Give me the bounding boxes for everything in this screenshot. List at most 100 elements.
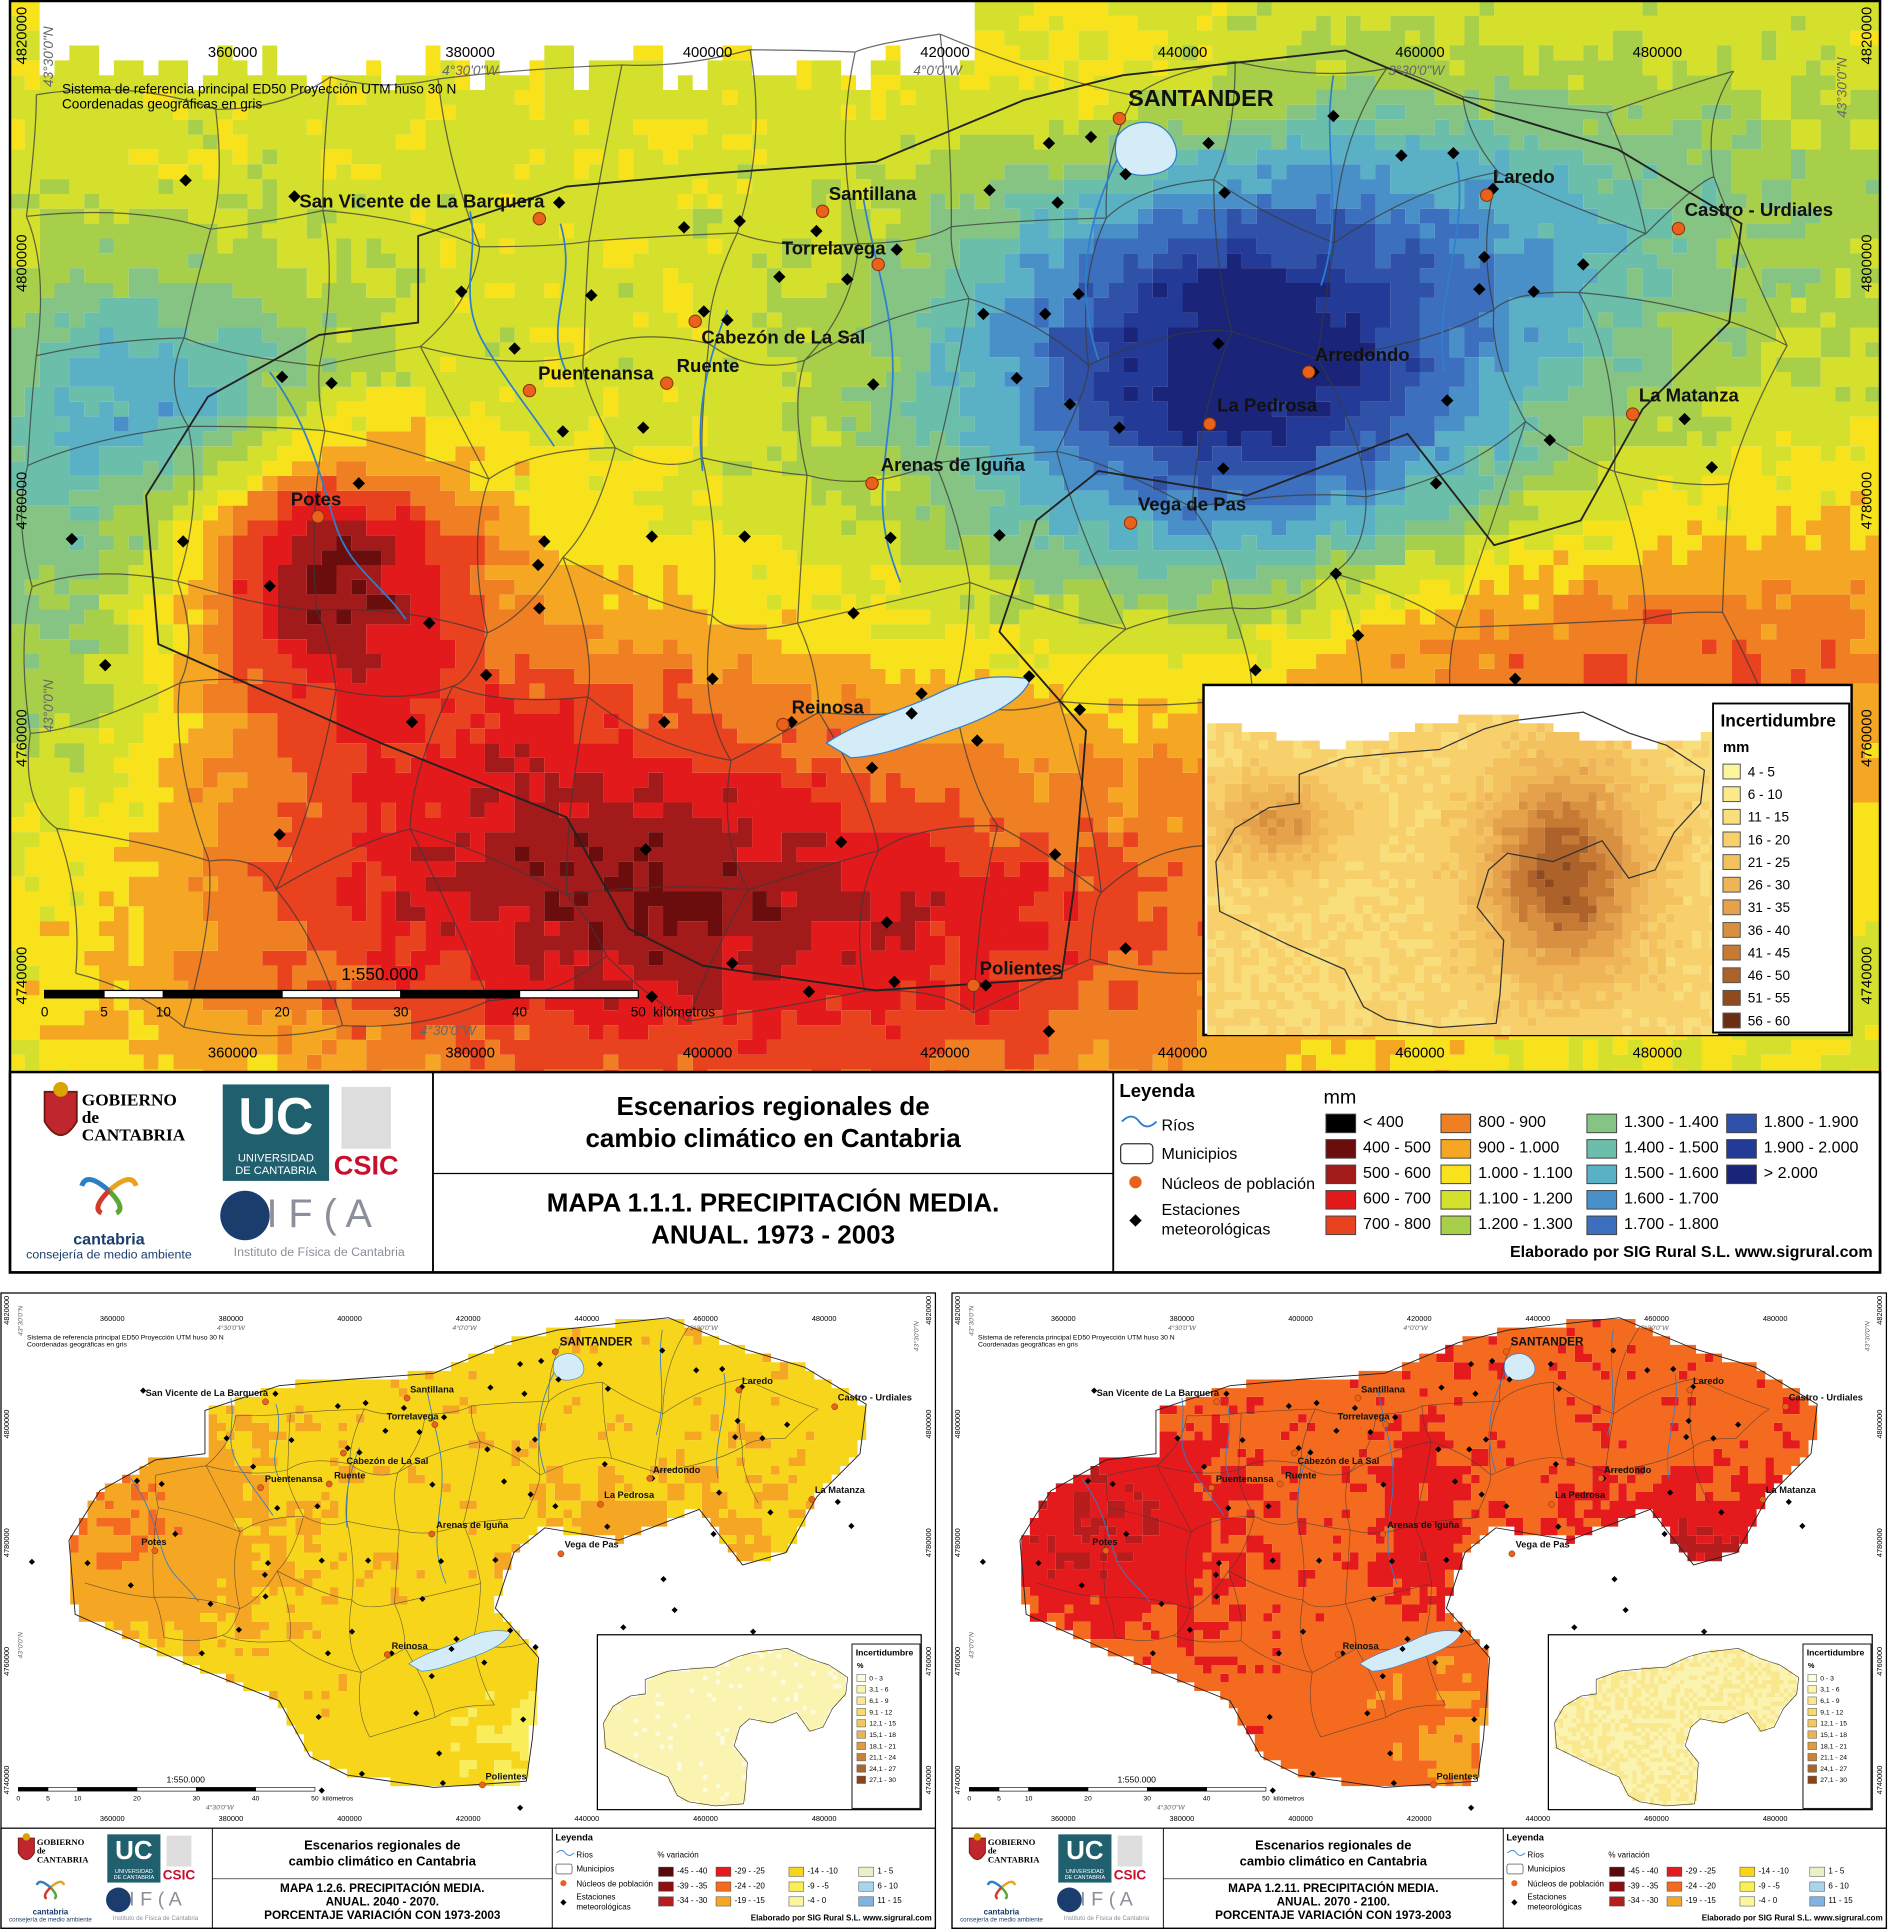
- class-swatch: [1739, 1881, 1756, 1892]
- logo-text: I F ( A: [129, 1889, 183, 1911]
- town-dot: [325, 1480, 333, 1488]
- inset-swatch: [1722, 989, 1741, 1006]
- town-dot: [1291, 1449, 1298, 1457]
- northing-label: 4800000: [1875, 1410, 1884, 1439]
- place-label: Arenas de Iguña: [881, 454, 1026, 475]
- weather-station: [318, 1787, 325, 1794]
- inset-swatch: [1722, 786, 1741, 803]
- town-dot: [1334, 1651, 1342, 1658]
- reference-note: Sistema de referencia principal ED50 Pro…: [62, 82, 456, 97]
- class-label: -29 - -25: [735, 1867, 766, 1876]
- town-dot: [1626, 407, 1640, 421]
- weather-station: [1084, 1477, 1092, 1484]
- raster-class: [1029, 1466, 1740, 1579]
- cantabria-logo: [107, 1189, 123, 1216]
- legend-town: [560, 1880, 567, 1887]
- weather-station: [555, 1376, 562, 1383]
- town-dot: [1276, 1480, 1284, 1488]
- weather-station: [890, 243, 903, 256]
- easting-label: 420000: [1407, 1314, 1432, 1323]
- class-swatch: [1586, 1164, 1618, 1185]
- easting-label: 480000: [1763, 1314, 1788, 1323]
- weather-station: [515, 1446, 522, 1453]
- inset-swatch: [856, 1730, 866, 1739]
- place-label: Ruente: [1285, 1470, 1316, 1480]
- weather-station: [1212, 1571, 1219, 1578]
- crest: [43, 1090, 78, 1137]
- town-dot: [1782, 1403, 1790, 1411]
- cantabria-logo: [1000, 1886, 1009, 1900]
- weather-station: [905, 707, 918, 720]
- inset-legend-unit: %: [1808, 1661, 1815, 1670]
- town-dot: [1102, 1547, 1110, 1555]
- weather-station: [1327, 109, 1340, 123]
- class-unit: % variación: [657, 1851, 698, 1860]
- longitude-label: 3°30'0"W: [1388, 63, 1445, 78]
- weather-station: [750, 1628, 757, 1635]
- weather-station: [261, 1571, 268, 1578]
- weather-station: [719, 1365, 726, 1373]
- map-title: MAPA 1.2.6. PRECIPITACIÓN MEDIA.: [280, 1882, 485, 1895]
- weather-station: [1072, 287, 1085, 301]
- northing-label: 4800000: [924, 1410, 933, 1439]
- weather-station: [531, 558, 545, 572]
- inset-outline: [1215, 711, 1706, 1029]
- inset-raster-class: [1207, 723, 1693, 1027]
- weather-station: [706, 672, 719, 685]
- class-label: 700 - 800: [1363, 1215, 1431, 1233]
- scale-ratio: 1:550.000: [341, 964, 418, 984]
- inset-raster-class: [1554, 1649, 1797, 1806]
- weather-station: [697, 305, 711, 318]
- longitude-label: 4°0'0"W: [913, 63, 963, 78]
- scale-segment: [1206, 1787, 1267, 1792]
- place-label: Potes: [291, 489, 342, 510]
- easting-label: 480000: [812, 1314, 837, 1323]
- weather-station: [262, 1593, 269, 1600]
- easting-label: 480000: [1633, 45, 1682, 61]
- bay: [1114, 121, 1178, 176]
- logo-text: de: [988, 1846, 997, 1856]
- weather-station: [1022, 670, 1036, 683]
- easting-label: 380000: [1170, 1814, 1195, 1823]
- logo-text: CSIC: [334, 1149, 399, 1180]
- northing-label: 4740000: [1875, 1766, 1884, 1795]
- weather-station: [365, 1557, 372, 1564]
- river: [1320, 75, 1335, 286]
- class-label: -14 - -10: [1758, 1867, 1789, 1876]
- weather-station: [1644, 1367, 1651, 1374]
- river: [556, 223, 568, 373]
- inset-class-label: 51 - 55: [1748, 991, 1790, 1006]
- easting-label: 380000: [445, 1045, 494, 1061]
- legend-label: meteorológicas: [1161, 1221, 1270, 1239]
- weather-station: [413, 1710, 420, 1717]
- class-label: -24 - -20: [1686, 1881, 1717, 1890]
- easting-label: 480000: [812, 1814, 837, 1823]
- inset-class-label: 3,1 - 6: [1820, 1687, 1839, 1694]
- logo-text: CANTABRIA: [37, 1854, 89, 1864]
- inset-class-label: 18,1 - 21: [869, 1743, 896, 1750]
- scale-segment: [17, 1787, 49, 1792]
- raster-class: [232, 490, 1079, 1055]
- weather-station: [179, 174, 192, 187]
- weather-station: [734, 1417, 741, 1425]
- weather-station: [140, 1387, 147, 1394]
- place-label: Laredo: [1693, 1376, 1724, 1386]
- class-swatch: [1586, 1139, 1618, 1159]
- panel-border: [951, 1292, 1888, 1929]
- inset-raster-class: [1536, 861, 1571, 906]
- river: [345, 1447, 360, 1528]
- northing-label: 4760000: [1875, 1647, 1884, 1676]
- scale-mark: 0: [967, 1795, 971, 1802]
- class-label: 1.300 - 1.400: [1624, 1113, 1719, 1131]
- inset-class-label: 18,1 - 21: [1820, 1743, 1847, 1750]
- weather-station: [382, 1427, 389, 1434]
- inset-class-label: 21,1 - 24: [869, 1755, 896, 1762]
- class-label: -45 - -40: [1628, 1867, 1659, 1876]
- weather-station: [1685, 1417, 1692, 1425]
- place-label: La Pedrosa: [1555, 1490, 1606, 1500]
- logo-text: consejería de medio ambiente: [9, 1916, 92, 1923]
- weather-station: [1392, 1414, 1399, 1421]
- northing-label: 4800000: [953, 1410, 962, 1439]
- latitude-label: 43°30'0"N: [1835, 57, 1850, 118]
- logo-text: DE CANTABRIA: [114, 1875, 155, 1881]
